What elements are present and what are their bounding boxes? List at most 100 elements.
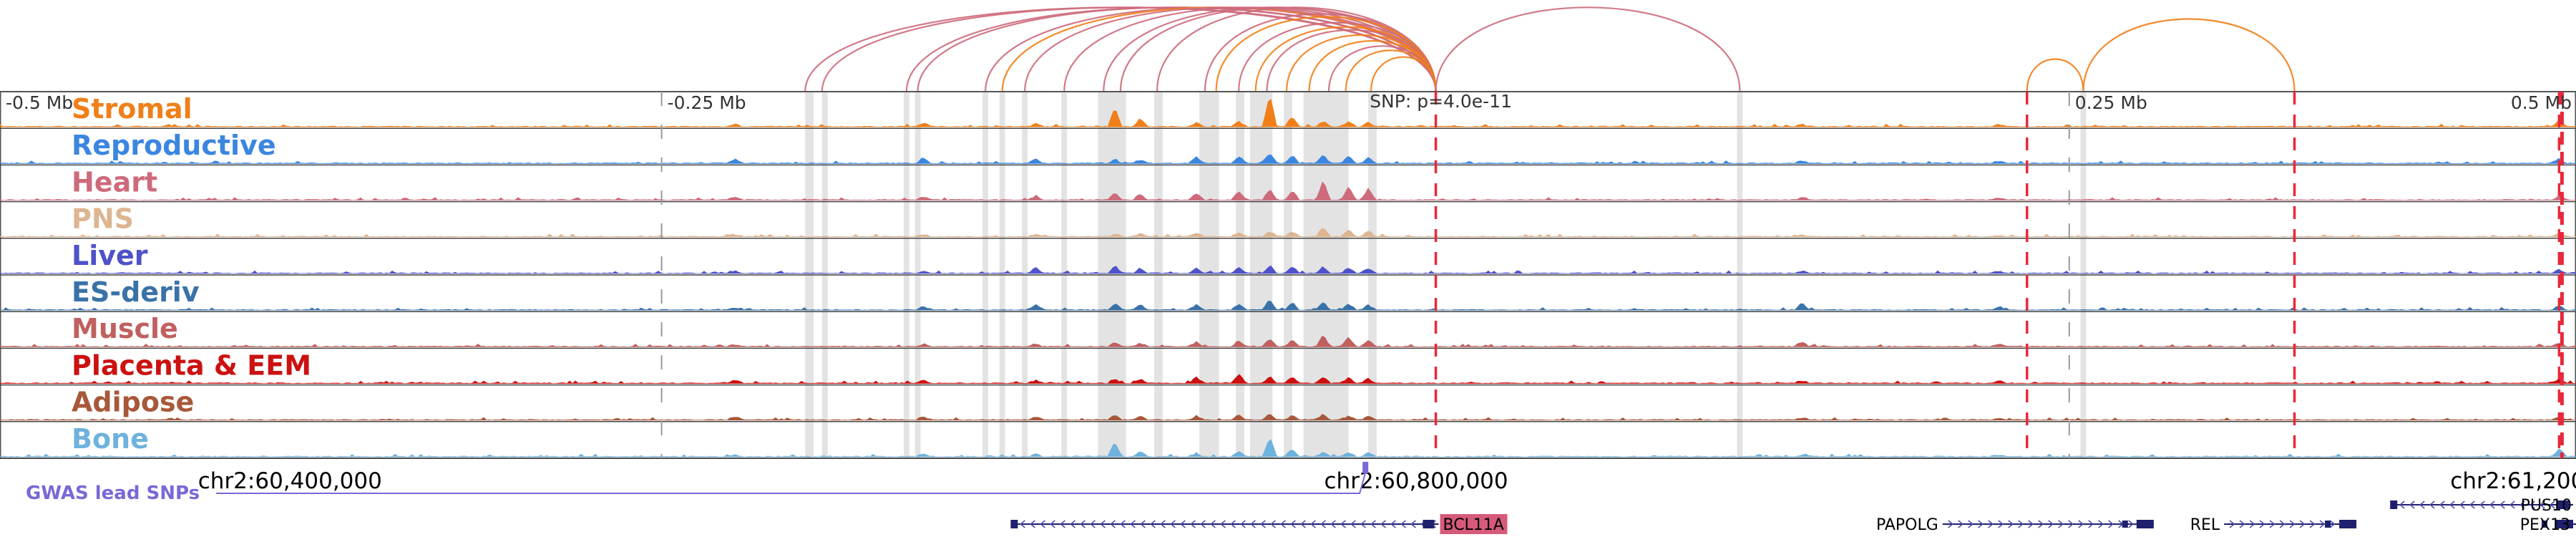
strand-chevron: [2399, 500, 2405, 509]
gene-label: PUS10: [2521, 497, 2572, 515]
interaction-arc: [1103, 6, 1437, 92]
strand-chevron: [1060, 520, 1065, 528]
strand-chevron: [1240, 520, 1246, 528]
strand-chevron: [2449, 500, 2455, 509]
strand-chevron: [2259, 520, 2265, 528]
scale-label: 0.5 Mb: [2511, 92, 2572, 113]
strand-chevron: [2329, 520, 2336, 528]
strand-chevron: [2469, 500, 2475, 509]
gene-label: BCL11A: [1443, 516, 1503, 534]
strand-chevron: [1250, 520, 1256, 528]
coordinate-axis: chr2:60,400,000 chr2:60,800,000 chr2:61,…: [198, 468, 2576, 494]
gene-exon: [2325, 521, 2331, 528]
coordinate-tick-label: chr2:60,400,000: [198, 468, 382, 494]
strand-chevron: [2459, 500, 2465, 509]
interaction-arc: [2026, 58, 2084, 92]
strand-chevron: [1370, 520, 1376, 528]
interaction-arc: [1435, 6, 1741, 92]
strand-chevron: [2519, 500, 2525, 509]
strand-chevron: [1290, 520, 1296, 528]
strand-chevron: [1080, 520, 1085, 528]
strand-chevron: [1120, 520, 1126, 528]
track-label: Adipose: [72, 387, 194, 418]
strand-chevron: [1090, 520, 1096, 528]
strand-chevron: [1160, 520, 1166, 528]
strand-chevron: [1978, 520, 1984, 528]
signal-track-reproductive: [0, 154, 2576, 164]
strand-chevron: [1040, 520, 1045, 528]
signal-track-bone: [0, 439, 2576, 458]
gene-label: REL: [2190, 516, 2220, 534]
strand-chevron: [1100, 520, 1106, 528]
gene-exon: [2122, 521, 2128, 528]
strand-chevron: [1988, 520, 1994, 528]
signal-tracks: [0, 91, 2576, 459]
strand-chevron: [2419, 500, 2425, 509]
scale-label: -0.5 Mb: [6, 92, 73, 113]
gene-rel: REL: [2190, 516, 2357, 534]
interaction-arc: [821, 6, 1437, 92]
strand-chevron: [1200, 520, 1206, 528]
strand-chevron: [1360, 520, 1366, 528]
track-label: Reproductive: [72, 130, 276, 161]
track-label: Heart: [72, 166, 157, 198]
signal-track-es-deriv: [0, 301, 2576, 311]
strand-chevron: [2540, 500, 2545, 509]
strand-chevron: [1260, 520, 1266, 528]
gene-pex13: PEX13: [2520, 516, 2576, 534]
strand-chevron: [2098, 520, 2104, 528]
strand-chevron: [2008, 520, 2014, 528]
gene-label: PAPOLG: [1876, 516, 1938, 534]
strand-chevron: [2269, 520, 2275, 528]
strand-chevron: [1070, 520, 1075, 528]
strand-chevron: [2479, 500, 2485, 509]
strand-chevron: [2229, 520, 2235, 528]
coordinate-tick-label: chr2:60,800,000: [1324, 468, 1508, 494]
gene-exon: [2136, 520, 2154, 528]
strand-chevron: [2489, 500, 2495, 509]
gene-exon: [2556, 520, 2573, 528]
strand-chevron: [1310, 520, 1316, 528]
distance-scale: -0.5 Mb -0.25 Mb 0.25 Mb 0.5 Mb SNP: p=4…: [6, 91, 2572, 458]
strand-chevron: [2038, 520, 2044, 528]
strand-chevron: [1300, 520, 1306, 528]
interaction-arc: [1119, 6, 1437, 92]
track-label: PNS: [72, 203, 134, 235]
gene-exon: [2339, 520, 2357, 528]
strand-chevron: [2058, 520, 2064, 528]
strand-chevron: [2078, 520, 2084, 528]
strand-chevron: [1170, 520, 1176, 528]
dashed-markers: [1434, 92, 2564, 458]
gene-exon: [1423, 520, 1435, 528]
strand-chevron: [1220, 520, 1226, 528]
gene-exon: [2542, 521, 2547, 528]
gwas-connector: [216, 472, 1367, 494]
strand-chevron: [1350, 520, 1356, 528]
signal-track-placenta-eem: [0, 374, 2576, 384]
interaction-arc: [1370, 56, 1437, 92]
strand-chevron: [2409, 500, 2415, 509]
gene-papolg: PAPOLG: [1876, 516, 2154, 534]
gene-highlight-box: [1440, 514, 1508, 534]
strand-chevron: [1270, 520, 1276, 528]
strand-chevron: [1130, 520, 1136, 528]
strand-chevron: [2088, 520, 2094, 528]
strand-chevron: [2018, 520, 2024, 528]
strand-chevron: [2108, 520, 2114, 528]
signal-track-heart: [0, 181, 2576, 200]
strand-chevron: [1280, 520, 1286, 528]
strand-chevron: [1190, 520, 1196, 528]
strand-chevron: [1330, 520, 1336, 528]
gwas-label: GWAS lead SNPs: [26, 483, 200, 504]
track-label: Stromal: [72, 93, 192, 125]
strand-chevron: [2028, 520, 2034, 528]
strand-chevron: [1050, 520, 1055, 528]
strand-chevron: [1958, 520, 1963, 528]
snp-pvalue-label: SNP: p=4.0e-11: [1370, 91, 1512, 112]
strand-chevron: [1030, 520, 1035, 528]
strand-chevron: [2128, 520, 2134, 528]
scale-label: 0.25 Mb: [2075, 92, 2147, 113]
gene-bcl11a: BCL11A: [1010, 514, 1508, 534]
gene-label: PEX13: [2520, 516, 2570, 534]
